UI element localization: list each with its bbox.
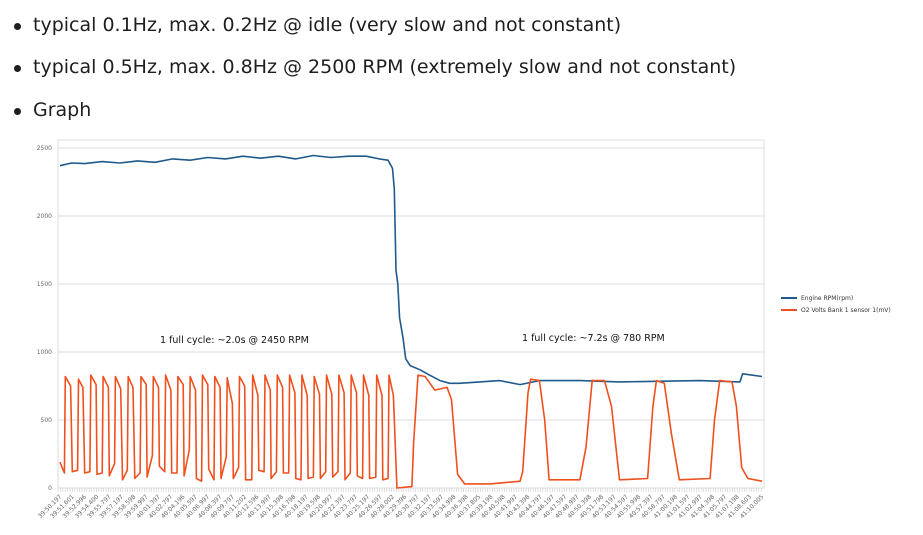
bullet-text: typical 0.5Hz, max. 0.8Hz @ 2500 RPM (ex… [33,56,737,78]
legend-label-rpm: Engine RPM(rpm) [801,295,853,302]
y-tick-label: 2000 [37,213,52,220]
bullet-dot [14,107,21,115]
bullet-dot [14,64,21,72]
legend: Engine RPM(rpm) O2 Volts Bank 1 sensor 1… [781,295,891,314]
bullet-text: Graph [33,99,92,121]
annotation-fast-cycle: 1 full cycle: ~2.0s @ 2450 RPM [160,335,309,346]
y-tick-label: 0 [48,485,52,492]
plot-area [57,139,765,489]
bullet-item: typical 0.5Hz, max. 0.8Hz @ 2500 RPM (ex… [14,55,736,79]
y-tick-label: 500 [41,417,53,424]
annotation-slow-cycle: 1 full cycle: ~7.2s @ 780 RPM [522,333,665,344]
y-tick-label: 2500 [37,145,52,152]
bullet-dot [14,22,21,30]
bullet-item: typical 0.1Hz, max. 0.2Hz @ idle (very s… [14,13,621,37]
bullet-item: Graph [14,98,91,122]
bullet-text: typical 0.1Hz, max. 0.2Hz @ idle (very s… [33,14,622,36]
legend-label-o2: O2 Volts Bank 1 sensor 1(mV) [801,307,891,314]
engine-rpm-line [59,154,763,386]
y-tick-label: 1000 [37,349,52,356]
y-tick-label: 1500 [37,281,52,288]
o2-voltage-line [59,374,763,489]
